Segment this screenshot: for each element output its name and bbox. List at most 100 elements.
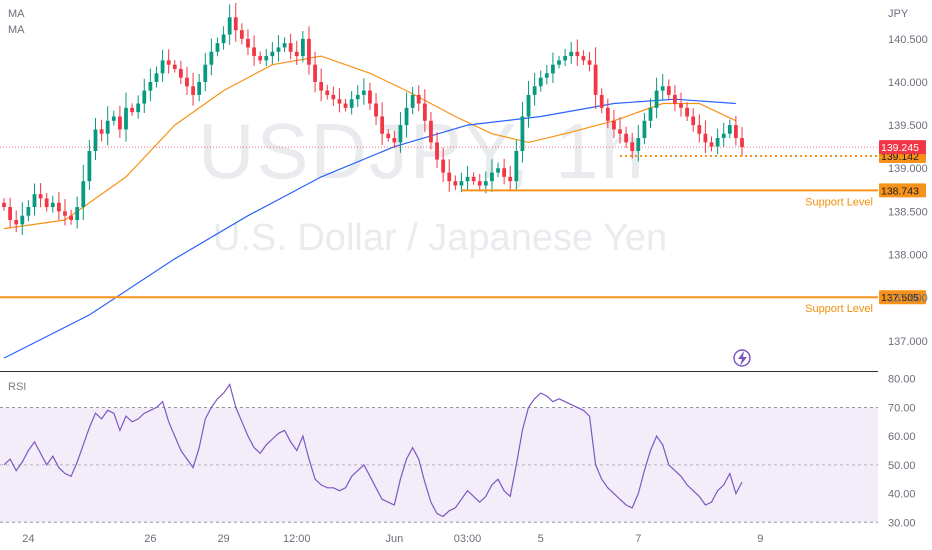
candle-body (697, 125, 702, 134)
watermark-symbol: USDJPY, 1h (198, 107, 646, 195)
time-tick-label: 7 (635, 533, 641, 545)
last-price-label: 139.245 (881, 142, 919, 154)
candle-body (581, 56, 586, 61)
candle-body (734, 125, 738, 139)
candle-body (26, 207, 31, 216)
candle-body (660, 86, 665, 91)
ma-legend-1[interactable]: MA (8, 8, 25, 20)
candle-body (185, 77, 189, 87)
candle-body (392, 138, 397, 143)
candle-body (172, 64, 177, 70)
candle-body (276, 47, 281, 52)
price-tick-label: 139.500 (888, 120, 928, 132)
candle-body (142, 90, 147, 104)
candle-body (111, 116, 116, 121)
candle-body (215, 43, 220, 52)
candle-body (197, 81, 202, 95)
candle-body (337, 99, 342, 104)
price-axis[interactable]: 140.500 140.000 139.500 139.000 138.500 138.0… (888, 34, 928, 348)
candle-body (380, 116, 385, 134)
candle-body (246, 38, 250, 48)
candle-body (124, 107, 128, 130)
price-tick-label: 139.000 (888, 163, 928, 175)
candle-body (459, 181, 464, 186)
candle-body (343, 103, 348, 108)
candle-body (740, 138, 744, 148)
price-tick-label: 138.000 (888, 250, 928, 262)
candle-body (435, 142, 439, 160)
lightning-icon[interactable] (733, 349, 751, 367)
candle-body (50, 202, 55, 208)
candle-body (331, 94, 336, 100)
candle-body (673, 94, 677, 104)
support-level-label: Support Level (805, 303, 873, 315)
time-tick-label: Jun (385, 533, 403, 545)
candle-body (721, 133, 726, 139)
candle-body (239, 30, 244, 39)
candle-body (44, 198, 49, 208)
candle-body (465, 176, 470, 182)
candle-body (294, 51, 299, 57)
candle-body (191, 86, 195, 95)
level-price-tag (879, 290, 926, 305)
candle-body (642, 120, 647, 139)
last-price-tag (879, 140, 926, 155)
candle-body (441, 159, 446, 173)
candle-body (551, 64, 555, 74)
ma-legend-2[interactable]: MA (8, 24, 25, 36)
time-tick-label: 5 (538, 533, 544, 545)
rsi-tick-label: 60.00 (888, 431, 916, 443)
candle-body (666, 86, 671, 95)
currency-label: JPY (888, 8, 909, 20)
candlestick-series[interactable] (2, 2, 744, 236)
candle-body (508, 176, 513, 182)
candle-body (557, 60, 561, 65)
time-tick-label: 26 (144, 533, 156, 545)
rsi-title[interactable]: RSI (8, 381, 26, 393)
candle-body (203, 64, 208, 82)
rsi-line (3, 383, 743, 518)
price-tick-label: 137.000 (888, 336, 928, 348)
price-tick-label: 140.000 (888, 77, 928, 89)
candle-body (587, 60, 592, 65)
candle-body (63, 211, 67, 216)
candle-body (282, 43, 287, 48)
candle-body (514, 150, 519, 182)
candle-body (75, 207, 80, 221)
candle-body (288, 43, 293, 52)
candle-body (654, 90, 659, 108)
candle-body (453, 181, 458, 186)
rsi-tick-label: 50.00 (888, 460, 916, 472)
candle-body (477, 181, 482, 186)
time-tick-label: 03:00 (454, 533, 482, 545)
candle-body (624, 133, 629, 143)
candle-body (685, 107, 689, 117)
level-price-label: 137.505 (881, 292, 919, 304)
time-tick-label: 12:00 (283, 533, 311, 545)
time-tick-label: 9 (757, 533, 763, 545)
candle-body (679, 103, 683, 108)
candle-body (258, 56, 263, 61)
rsi-pane[interactable]: 80.00 70.00 60.00 50.00 40.00 30.00 (0, 374, 916, 530)
candle-body (361, 90, 366, 95)
candle-body (136, 103, 141, 113)
candle-body (520, 116, 525, 151)
candle-body (618, 129, 622, 134)
price-tick-label: 138.500 (888, 206, 928, 218)
candle-body (648, 107, 653, 121)
candle-body (410, 94, 415, 108)
candle-body (349, 99, 354, 108)
candle-body (429, 120, 433, 143)
candle-body (117, 116, 122, 130)
candle-body (130, 107, 134, 113)
candle-body (526, 94, 531, 117)
candle-body (221, 34, 226, 44)
candle-body (307, 38, 311, 65)
candle-body (300, 38, 305, 57)
support-level-label: Support Level (805, 196, 873, 208)
rsi-tick-label: 70.00 (888, 402, 916, 414)
level-price-label: 138.743 (881, 185, 919, 197)
time-axis[interactable]: 24 26 29 12:00 Jun 03:00 5 7 9 (22, 533, 763, 545)
